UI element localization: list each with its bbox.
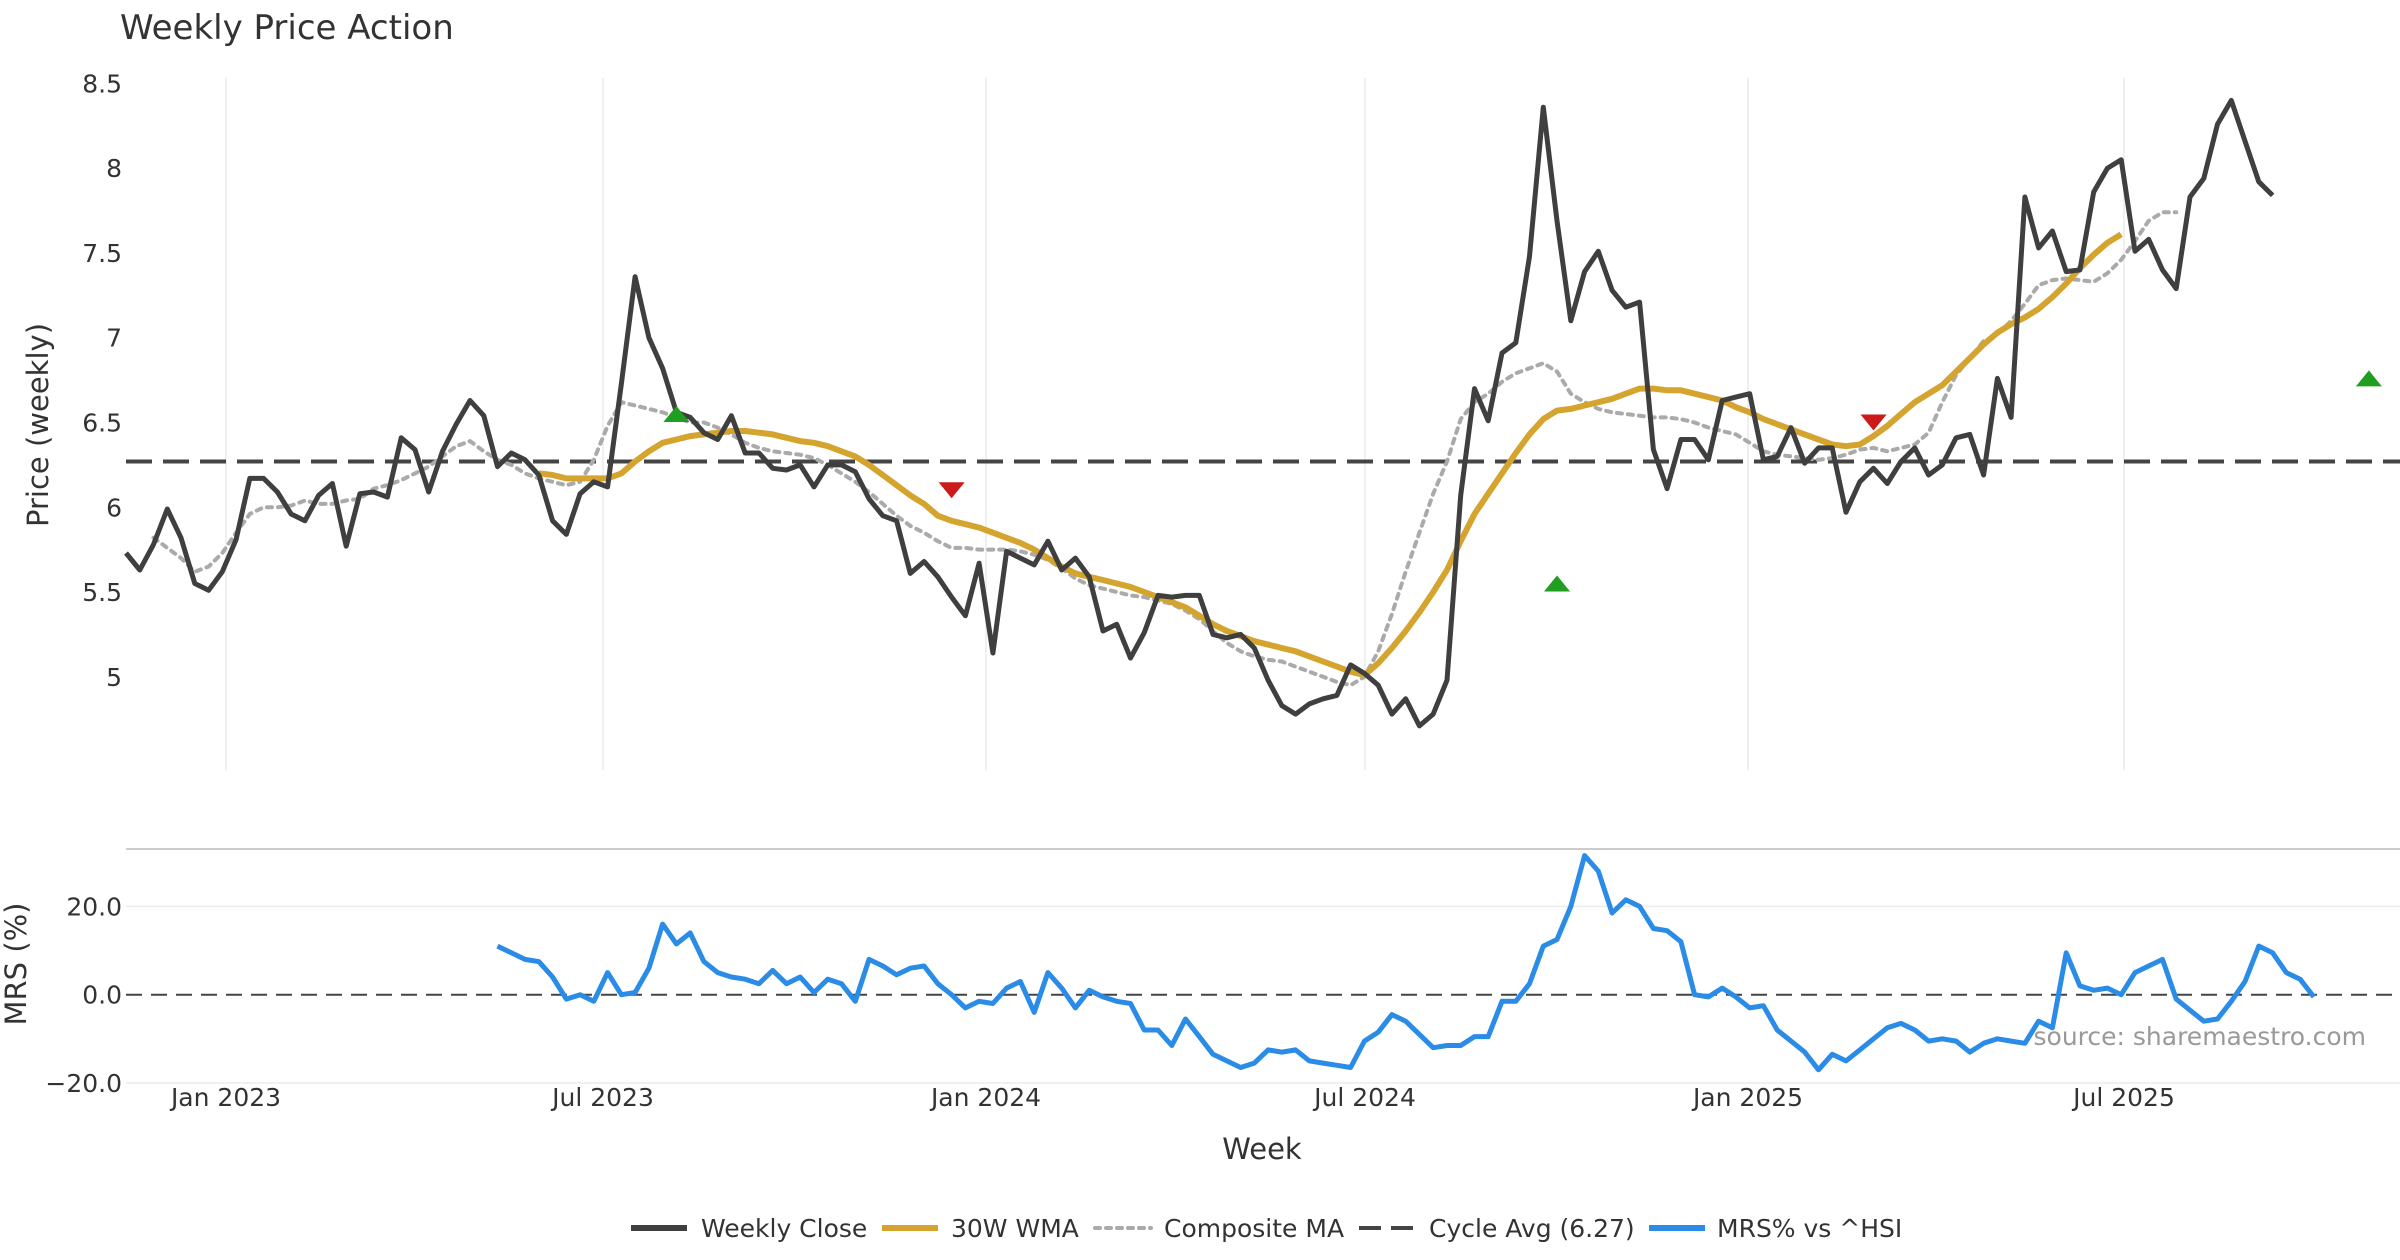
source-credit: source: sharemaestro.com xyxy=(2034,1022,2367,1051)
mrs-series xyxy=(496,853,2316,1073)
x-tick-label: Jan 2025 xyxy=(1691,1083,1803,1112)
mrs-y-tick-label: −20.0 xyxy=(45,1069,122,1098)
price-y-tick-label: 6 xyxy=(106,493,122,522)
x-tick-label: Jan 2023 xyxy=(169,1083,281,1112)
sell-signal-marker xyxy=(938,482,965,499)
price-y-tick-label: 7.5 xyxy=(82,239,122,268)
legend-label: Cycle Avg (6.27) xyxy=(1429,1214,1635,1243)
chart-legend: Weekly Close 30W WMA Composite MA Cycle Avg… xyxy=(631,1214,1902,1243)
price-y-tick-label: 5.5 xyxy=(82,578,122,607)
weekly-close-series xyxy=(124,97,2275,729)
buy-signal-marker xyxy=(1544,575,1571,592)
legend-label: Composite MA xyxy=(1164,1214,1344,1243)
legend-label: 30W WMA xyxy=(951,1214,1079,1243)
mrs-horizontal-grid xyxy=(126,905,2400,1084)
price-y-tick-label: 6.5 xyxy=(82,409,122,438)
sell-signal-marker xyxy=(1860,414,1887,431)
legend-label: MRS% vs ^HSI xyxy=(1717,1214,1902,1243)
x-axis-label: Week xyxy=(1222,1132,1302,1166)
buy-signal-marker xyxy=(2355,370,2382,387)
legend-label: Weekly Close xyxy=(701,1214,867,1243)
mrs-y-axis-label: MRS (%) xyxy=(0,903,33,1026)
mrs-y-axis-ticks: 20.0 0.0 −20.0 xyxy=(45,892,122,1098)
price-y-axis-label: Price (weekly) xyxy=(21,323,55,527)
composite-ma-series xyxy=(151,210,2179,688)
price-y-tick-label: 7 xyxy=(106,324,122,353)
price-y-tick-label: 5 xyxy=(106,663,122,692)
x-tick-label: Jan 2024 xyxy=(929,1083,1041,1112)
buy-signal-marker xyxy=(663,406,690,423)
x-tick-label: Jul 2024 xyxy=(1312,1083,1416,1112)
wma-30w-series xyxy=(538,231,2123,679)
price-vertical-grid xyxy=(225,78,2125,770)
x-axis-ticks: Jan 2023 Jul 2023 Jan 2024 Jul 2024 Jan 2025… xyxy=(169,1083,2175,1112)
price-y-tick-label: 8.5 xyxy=(82,69,122,98)
x-tick-label: Jul 2025 xyxy=(2071,1083,2175,1112)
trade-signals xyxy=(663,370,2382,592)
mrs-y-tick-label: 20.0 xyxy=(66,892,122,921)
price-y-tick-label: 8 xyxy=(106,154,122,183)
price-y-axis-ticks: 8.5 8 7.5 7 6.5 6 5.5 5 xyxy=(82,69,122,691)
chart-title: Weekly Price Action xyxy=(120,8,454,48)
mrs-y-tick-label: 0.0 xyxy=(82,981,122,1010)
x-tick-label: Jul 2023 xyxy=(550,1083,654,1112)
